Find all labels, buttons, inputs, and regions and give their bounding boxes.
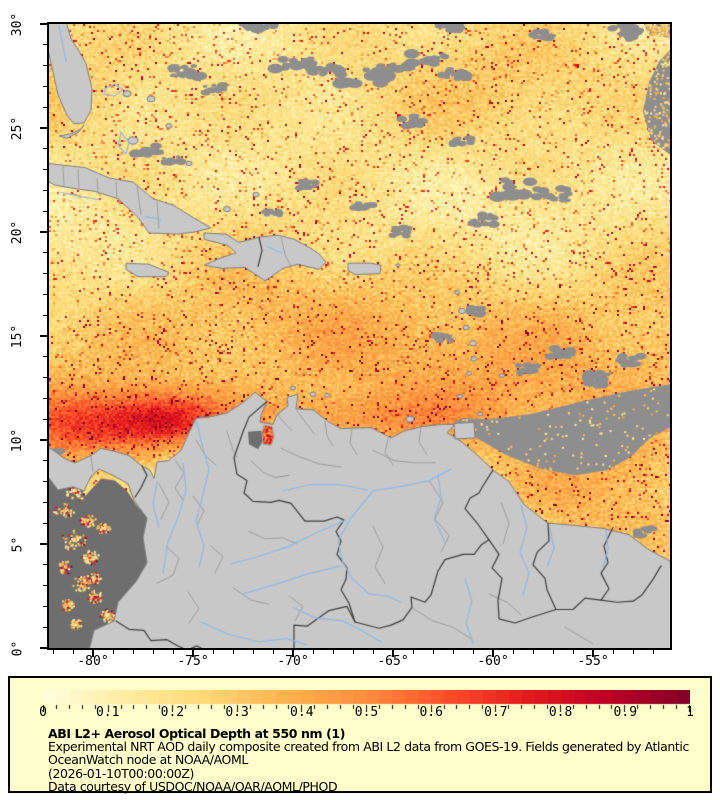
colorbar-tick-label: 0.5 bbox=[354, 705, 379, 720]
axis-tick bbox=[612, 650, 614, 654]
axis-tick bbox=[40, 231, 47, 233]
axis-tick bbox=[492, 650, 494, 657]
legend-courtesy: Data courtesy of USDOC/NOAA/OAR/AOML/PHO… bbox=[48, 778, 338, 794]
colorbar-tick-label: 0.6 bbox=[419, 705, 443, 720]
lat-tick-label: 10° bbox=[10, 428, 26, 452]
lat-tick-label: 25° bbox=[10, 116, 26, 140]
axis-tick bbox=[43, 626, 47, 628]
axis-tick bbox=[212, 650, 214, 654]
axis-tick bbox=[43, 585, 47, 587]
axis-tick bbox=[112, 650, 114, 654]
colorbar-tick-label: 0.8 bbox=[548, 705, 573, 720]
colorbar-tick-label: 0.3 bbox=[225, 705, 249, 720]
axis-tick bbox=[43, 522, 47, 524]
axis-tick bbox=[40, 335, 47, 337]
axis-tick bbox=[43, 481, 47, 483]
colorbar-tick-label: 0 bbox=[39, 705, 47, 720]
axis-tick bbox=[592, 650, 594, 657]
axis-tick bbox=[43, 501, 47, 503]
axis-tick bbox=[332, 650, 334, 654]
legend-timestamp: (2026-01-10T00:00:00Z) bbox=[48, 765, 194, 781]
legend-description-line1: Experimental NRT AOD daily composite cre… bbox=[48, 739, 689, 755]
axis-tick bbox=[412, 650, 414, 654]
axis-tick bbox=[43, 189, 47, 191]
axis-tick bbox=[72, 650, 74, 654]
colorbar-tick-label: 0.4 bbox=[290, 705, 314, 720]
axis-tick bbox=[172, 650, 174, 654]
axis-tick bbox=[43, 252, 47, 254]
axis-tick bbox=[552, 650, 554, 654]
colorbar-tick-label: 0.1 bbox=[95, 705, 120, 720]
axis-tick bbox=[43, 460, 47, 462]
axis-tick bbox=[40, 23, 47, 25]
axis-tick bbox=[40, 439, 47, 441]
axis-tick bbox=[43, 418, 47, 420]
colorbar-tick-label: 0.7 bbox=[484, 705, 508, 720]
axis-tick bbox=[43, 44, 47, 46]
axis-tick bbox=[452, 650, 454, 654]
colorbar-tick-label: 0.9 bbox=[613, 705, 638, 720]
axis-tick bbox=[43, 377, 47, 379]
colorbar-tick-label: 1 bbox=[686, 705, 694, 720]
axis-tick bbox=[512, 650, 514, 654]
legend-text-block: ABI L2+ Aerosol Optical Depth at 550 nm … bbox=[48, 727, 689, 793]
axis-tick bbox=[43, 210, 47, 212]
axis-tick bbox=[43, 273, 47, 275]
axis-tick bbox=[43, 356, 47, 358]
colorbar bbox=[43, 690, 690, 712]
axis-tick bbox=[632, 650, 634, 654]
axis-tick bbox=[40, 543, 47, 545]
axis-tick bbox=[232, 650, 234, 654]
lat-tick-label: 0° bbox=[10, 640, 26, 656]
axis-tick bbox=[532, 650, 534, 654]
axis-tick bbox=[352, 650, 354, 654]
axis-tick bbox=[472, 650, 474, 654]
axis-tick bbox=[192, 650, 194, 657]
axis-tick bbox=[40, 647, 47, 649]
lat-tick-label: 5° bbox=[10, 536, 26, 552]
legend-description-line2: OceanWatch node at NOAA/AOML bbox=[48, 752, 248, 768]
axis-tick bbox=[52, 650, 54, 654]
axis-tick bbox=[152, 650, 154, 654]
axis-tick bbox=[372, 650, 374, 654]
legend-title: ABI L2+ Aerosol Optical Depth at 550 nm … bbox=[48, 726, 346, 741]
axis-tick bbox=[652, 650, 654, 654]
axis-tick bbox=[252, 650, 254, 654]
axis-tick bbox=[43, 397, 47, 399]
lon-tick-label: -70° bbox=[277, 653, 309, 669]
lon-tick-label: -65° bbox=[377, 653, 409, 669]
axis-tick bbox=[43, 314, 47, 316]
axis-tick bbox=[292, 650, 294, 657]
axis-tick bbox=[43, 564, 47, 566]
lat-tick-label: 20° bbox=[10, 220, 26, 244]
axis-tick bbox=[43, 65, 47, 67]
axis-tick bbox=[312, 650, 314, 654]
axis-tick bbox=[132, 650, 134, 654]
lon-tick-label: -80° bbox=[77, 653, 109, 669]
lat-tick-label: 15° bbox=[10, 324, 26, 348]
axis-tick bbox=[43, 169, 47, 171]
axis-tick bbox=[43, 605, 47, 607]
lon-tick-label: -75° bbox=[177, 653, 209, 669]
axis-tick bbox=[43, 85, 47, 87]
axis-tick bbox=[43, 293, 47, 295]
axis-tick bbox=[392, 650, 394, 657]
axis-tick bbox=[92, 650, 94, 657]
axis-tick bbox=[43, 148, 47, 150]
colorbar-tick-label: 0.2 bbox=[160, 705, 185, 720]
axis-tick bbox=[432, 650, 434, 654]
axis-tick bbox=[40, 127, 47, 129]
axis-tick bbox=[43, 106, 47, 108]
axis-tick bbox=[272, 650, 274, 654]
aod-map-canvas bbox=[49, 24, 670, 648]
axis-tick bbox=[572, 650, 574, 654]
map-plot-frame bbox=[47, 22, 672, 650]
lon-tick-label: -60° bbox=[477, 653, 509, 669]
legend-panel: 0 0.1 0.2 0.3 0.4 0.5 0.6 0.7 0.8 0.9 1 ABI L2+ Ae… bbox=[8, 676, 712, 793]
lon-tick-label: -55° bbox=[577, 653, 609, 669]
lat-tick-label: 30° bbox=[10, 12, 26, 36]
